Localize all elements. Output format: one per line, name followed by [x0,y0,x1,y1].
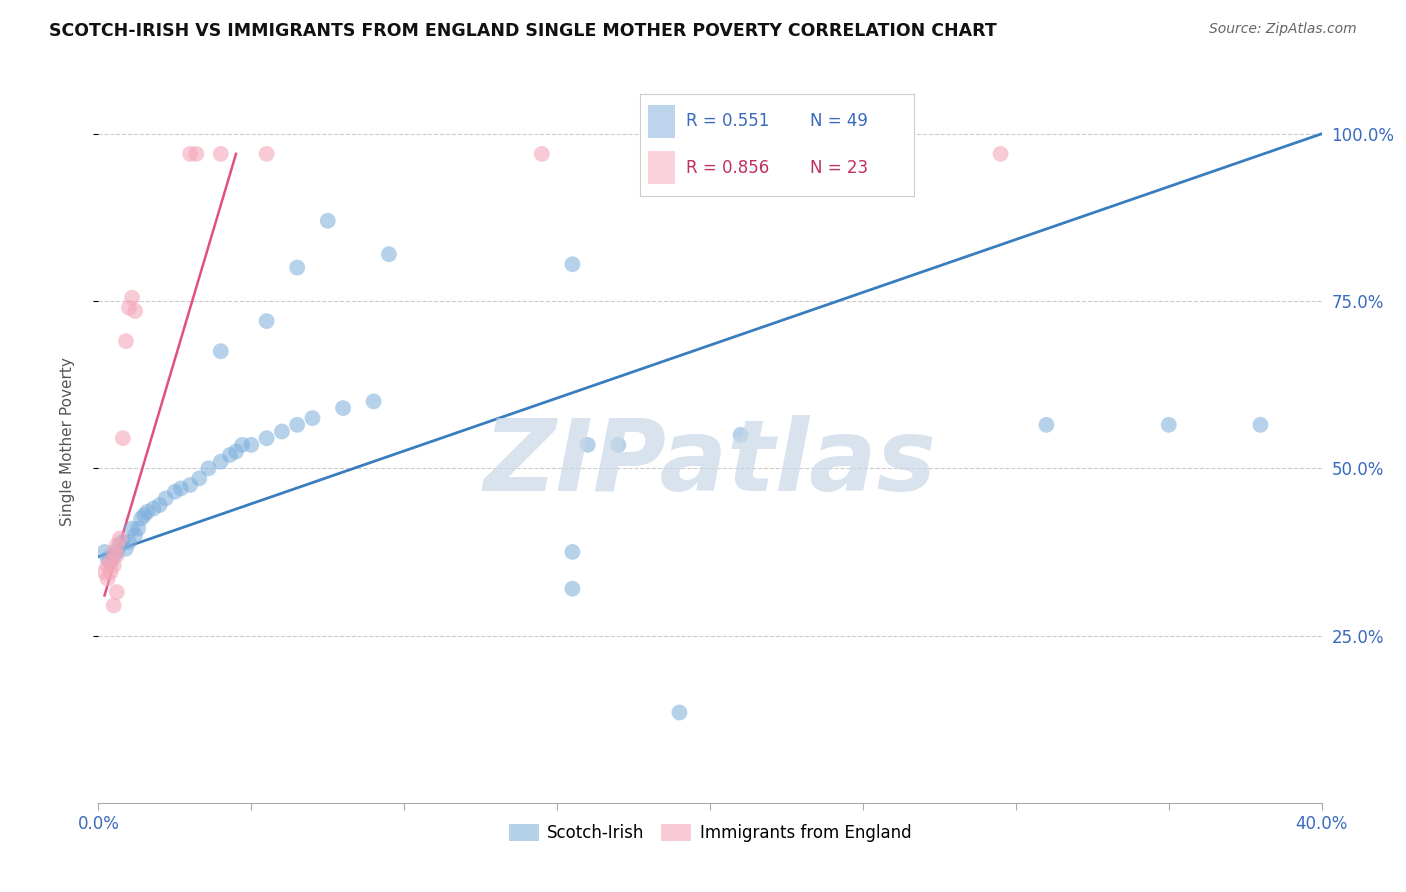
Point [111,431,134,445]
Point [134,508,156,523]
Point [179,147,201,161]
Point [97,572,120,586]
Point [301,411,323,425]
Point [163,484,186,499]
Point [1249,417,1271,432]
Point [105,548,128,563]
Point [136,505,159,519]
Point [561,582,583,596]
Point [149,498,172,512]
Point [668,706,690,720]
Point [332,401,354,416]
Point [256,314,278,328]
Point [124,528,146,542]
Point [103,548,125,563]
Text: ZIPatlas: ZIPatlas [484,415,936,512]
Point [170,482,193,496]
Text: SCOTCH-IRISH VS IMMIGRANTS FROM ENGLAND SINGLE MOTHER POVERTY CORRELATION CHART: SCOTCH-IRISH VS IMMIGRANTS FROM ENGLAND … [49,22,997,40]
Point [97,551,120,566]
Point [219,448,242,462]
Point [240,438,263,452]
FancyBboxPatch shape [648,151,675,184]
Point [121,521,143,535]
Text: R = 0.551: R = 0.551 [686,112,769,130]
Point [103,545,125,559]
Point [231,438,253,452]
Point [363,394,385,409]
Point [607,438,630,452]
Point [197,461,219,475]
Point [105,585,128,599]
Point [100,555,122,569]
Point [105,545,128,559]
Text: Source: ZipAtlas.com: Source: ZipAtlas.com [1209,22,1357,37]
Text: N = 23: N = 23 [810,159,868,177]
Point [561,545,583,559]
Point [209,344,232,359]
Text: N = 49: N = 49 [810,112,868,130]
Point [1157,417,1180,432]
Point [127,521,149,535]
Point [990,147,1012,161]
Y-axis label: Single Mother Poverty: Single Mother Poverty [60,357,75,526]
Point [378,247,401,261]
Point [270,425,292,439]
Point [256,147,278,161]
Point [121,291,143,305]
Point [108,532,131,546]
Point [285,260,308,275]
Point [118,301,141,315]
Point [1035,417,1057,432]
Point [186,147,208,161]
Point [209,455,232,469]
Point [103,599,125,613]
Point [124,304,146,318]
Point [209,147,232,161]
Point [118,534,141,549]
Point [108,538,131,552]
Point [103,558,125,573]
Point [115,334,138,349]
Point [188,471,211,485]
Point [115,541,138,556]
FancyBboxPatch shape [648,105,675,137]
Point [93,565,115,579]
Point [530,147,553,161]
Point [97,558,120,573]
Point [142,501,165,516]
Point [256,431,278,445]
Point [100,565,122,579]
Point [105,538,128,552]
Point [111,534,134,549]
Point [561,257,583,271]
Point [93,545,115,559]
Point [100,555,122,569]
Point [576,438,599,452]
Point [316,214,339,228]
Point [225,444,247,458]
Point [155,491,177,506]
Text: R = 0.856: R = 0.856 [686,159,769,177]
Point [179,478,201,492]
Point [285,417,308,432]
Point [730,427,752,442]
Point [129,511,152,525]
Legend: Scotch-Irish, Immigrants from England: Scotch-Irish, Immigrants from England [502,817,918,848]
